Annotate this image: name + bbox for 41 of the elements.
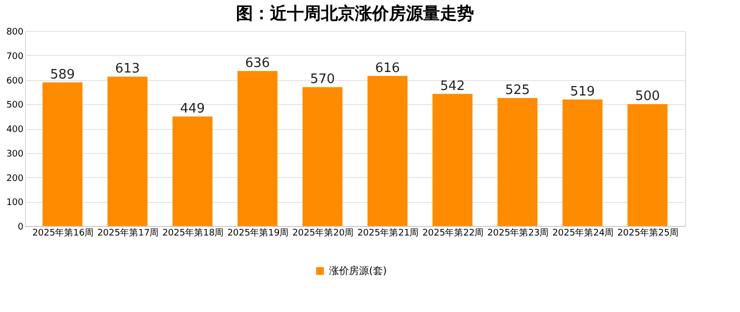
bar (42, 82, 82, 226)
data-label: 519 (570, 84, 595, 100)
y-tick-label: 700 (6, 52, 24, 62)
y-tick-label: 800 (6, 28, 24, 38)
bar (368, 76, 408, 226)
x-tick-label: 2025年第20周 (292, 228, 354, 238)
x-tick-label: 2025年第17周 (97, 228, 159, 238)
bar (628, 104, 668, 226)
x-tick-label: 2025年第18周 (162, 228, 224, 238)
x-tick-label: 2025年第23周 (487, 228, 549, 238)
data-label: 525 (505, 83, 530, 98)
data-label: 613 (115, 62, 140, 77)
x-tick-label: 2025年第19周 (227, 228, 289, 238)
bar (562, 99, 602, 226)
x-tick-label: 2025年第21周 (357, 228, 419, 238)
data-label: 542 (440, 78, 465, 94)
data-label: 636 (245, 56, 270, 71)
x-tick-label: 2025年第24周 (552, 228, 614, 238)
data-label: 449 (180, 102, 205, 117)
y-tick-label: 100 (6, 198, 24, 208)
y-tick-label: 300 (6, 149, 24, 160)
legend-label: 涨价房源(套) (329, 265, 387, 277)
y-tick-label: 200 (6, 174, 24, 184)
bar (498, 98, 538, 226)
data-label: 589 (50, 67, 75, 82)
y-tick-label: 0 (18, 222, 24, 232)
chart-title: 图：近十周北京涨价房源量走势 (236, 4, 474, 24)
bar (108, 76, 148, 226)
x-tick-label: 2025年第25周 (617, 228, 679, 238)
bar (238, 70, 278, 226)
bar (432, 94, 472, 226)
y-tick-label: 500 (6, 100, 24, 111)
data-label: 570 (310, 72, 335, 88)
y-tick-label: 600 (6, 76, 24, 86)
bar (172, 116, 212, 226)
x-tick-label: 2025年第16周 (32, 228, 94, 238)
data-label: 616 (375, 60, 400, 76)
bar (302, 87, 342, 226)
y-tick-label: 400 (6, 125, 24, 135)
x-tick-label: 2025年第22周 (422, 228, 484, 238)
data-label: 500 (635, 89, 660, 104)
